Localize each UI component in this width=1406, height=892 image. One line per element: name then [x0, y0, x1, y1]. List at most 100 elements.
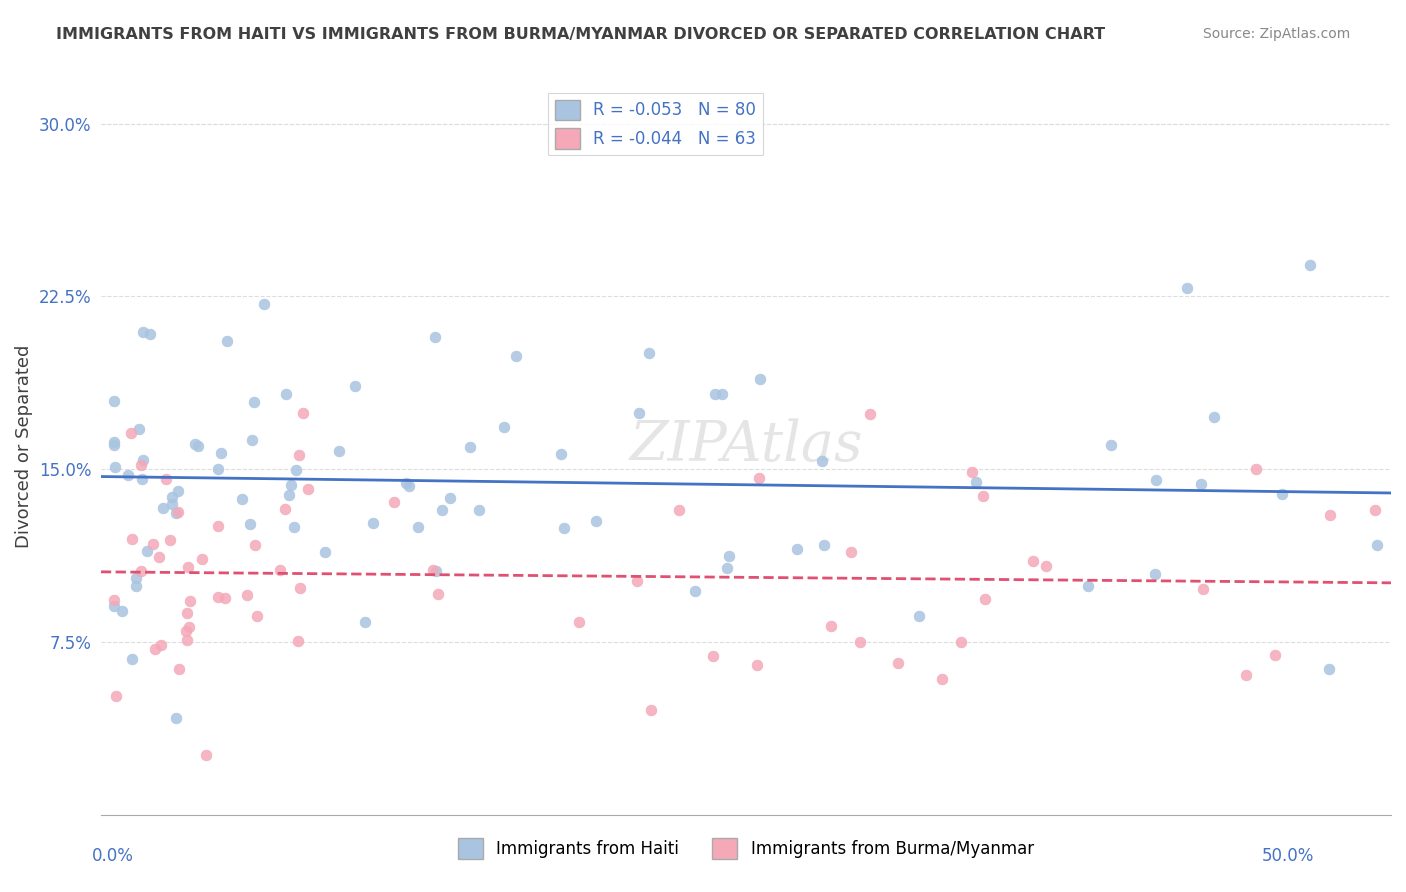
- Point: [280, 477, 302, 491]
- Point: [408, 520, 430, 534]
- Point: [1099, 438, 1122, 452]
- Point: [165, 711, 187, 725]
- Point: [104, 459, 127, 474]
- Point: [382, 494, 405, 508]
- Point: [125, 571, 148, 585]
- Point: [1244, 462, 1267, 476]
- Point: [176, 606, 198, 620]
- Point: [314, 545, 336, 559]
- Point: [811, 454, 834, 468]
- Point: [174, 624, 197, 638]
- Point: [132, 325, 155, 339]
- Legend: R = -0.053   N = 80, R = -0.044   N = 63: R = -0.053 N = 80, R = -0.044 N = 63: [548, 93, 763, 155]
- Point: [637, 346, 659, 360]
- Point: [184, 437, 207, 451]
- Point: [245, 538, 267, 552]
- Point: [276, 386, 298, 401]
- Point: [129, 458, 152, 472]
- Point: [1367, 538, 1389, 552]
- Point: [103, 592, 125, 607]
- Point: [1234, 667, 1257, 681]
- Point: [285, 462, 308, 476]
- Point: [236, 588, 259, 602]
- Point: [703, 387, 725, 401]
- Point: [246, 609, 269, 624]
- Point: [467, 503, 489, 517]
- Point: [148, 549, 170, 564]
- Point: [239, 516, 262, 531]
- Point: [207, 519, 229, 533]
- Point: [104, 689, 127, 703]
- Text: Source: ZipAtlas.com: Source: ZipAtlas.com: [1202, 27, 1350, 41]
- Point: [344, 379, 367, 393]
- Point: [169, 661, 191, 675]
- Point: [159, 533, 181, 548]
- Point: [949, 634, 972, 648]
- Point: [839, 544, 862, 558]
- Point: [103, 393, 125, 408]
- Point: [209, 446, 232, 460]
- Point: [1299, 258, 1322, 272]
- Point: [103, 599, 125, 613]
- Point: [1364, 503, 1386, 517]
- Point: [121, 652, 143, 666]
- Point: [135, 543, 157, 558]
- Point: [287, 634, 309, 648]
- Point: [292, 406, 315, 420]
- Point: [253, 297, 276, 311]
- Point: [640, 703, 662, 717]
- Point: [1319, 508, 1341, 522]
- Point: [683, 584, 706, 599]
- Point: [711, 387, 734, 401]
- Point: [702, 649, 724, 664]
- Point: [195, 747, 218, 762]
- Point: [176, 633, 198, 648]
- Point: [269, 563, 291, 577]
- Point: [422, 563, 444, 577]
- Point: [716, 560, 738, 574]
- Point: [139, 327, 162, 342]
- Point: [179, 593, 201, 607]
- Point: [585, 514, 607, 528]
- Point: [191, 551, 214, 566]
- Point: [425, 330, 447, 344]
- Point: [117, 468, 139, 483]
- Point: [187, 439, 209, 453]
- Point: [155, 472, 177, 486]
- Point: [1191, 582, 1213, 597]
- Point: [1204, 410, 1226, 425]
- Point: [1317, 662, 1340, 676]
- Point: [1144, 473, 1167, 487]
- Point: [849, 635, 872, 649]
- Point: [425, 564, 447, 578]
- Point: [297, 482, 319, 496]
- Point: [215, 334, 238, 348]
- Point: [931, 672, 953, 686]
- Point: [717, 549, 740, 563]
- Point: [121, 532, 143, 546]
- Point: [1035, 558, 1057, 573]
- Point: [813, 537, 835, 551]
- Point: [103, 438, 125, 452]
- Point: [458, 440, 481, 454]
- Point: [152, 500, 174, 515]
- Point: [207, 462, 229, 476]
- Point: [214, 591, 236, 605]
- Point: [568, 615, 591, 630]
- Point: [290, 581, 312, 595]
- Point: [328, 444, 350, 458]
- Point: [177, 619, 200, 633]
- Point: [745, 657, 768, 672]
- Point: [361, 516, 384, 531]
- Point: [859, 407, 882, 421]
- Point: [143, 641, 166, 656]
- Point: [908, 608, 931, 623]
- Text: ZIPAtlas: ZIPAtlas: [630, 418, 863, 474]
- Point: [972, 489, 994, 503]
- Point: [887, 656, 910, 670]
- Point: [243, 394, 266, 409]
- Point: [1271, 486, 1294, 500]
- Y-axis label: Divorced or Separated: Divorced or Separated: [15, 344, 32, 548]
- Point: [103, 435, 125, 450]
- Point: [353, 615, 375, 629]
